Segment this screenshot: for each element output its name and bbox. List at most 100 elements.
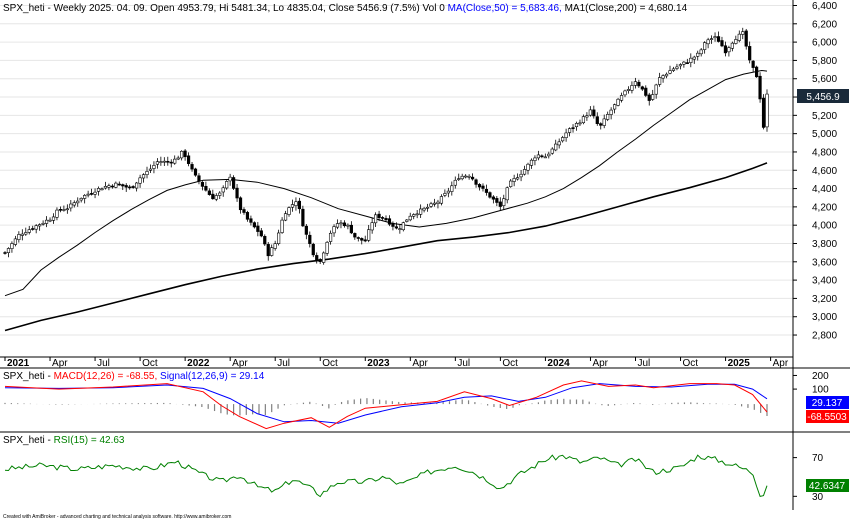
candle-up xyxy=(93,191,97,195)
candle-up xyxy=(283,213,288,221)
candle-up xyxy=(41,222,45,225)
date-tick-label: Apr xyxy=(412,358,428,369)
candle-up xyxy=(516,177,520,180)
candle-down xyxy=(744,30,748,47)
candle-up xyxy=(415,213,419,216)
signal-value-label: 29.137 xyxy=(812,398,843,409)
candle-up xyxy=(529,159,534,166)
candle-down xyxy=(204,185,208,191)
candle-down xyxy=(200,182,205,187)
candle-up xyxy=(581,116,586,124)
candle-up xyxy=(325,241,329,254)
candle-up xyxy=(429,203,433,207)
candle-down xyxy=(599,123,603,126)
ma200-polyline xyxy=(4,162,768,332)
candle-up xyxy=(536,154,540,159)
date-tick-label: Oct xyxy=(142,358,158,369)
candle-down xyxy=(644,87,648,96)
candle-up xyxy=(713,36,717,39)
candle-up xyxy=(564,132,568,138)
candle-up xyxy=(100,188,104,191)
candle-down xyxy=(186,155,191,164)
candle-up xyxy=(65,208,69,211)
candle-down xyxy=(249,218,253,223)
candle-down xyxy=(197,175,201,182)
rsi-header: SPX_heti - RSI(15) = 42.63 xyxy=(3,435,125,446)
price-tick-label: 6,400 xyxy=(812,1,837,12)
candle-down xyxy=(761,97,766,128)
candle-up xyxy=(633,81,637,86)
candle-up xyxy=(630,85,634,91)
signal-badge: 29.137 xyxy=(806,396,849,409)
candle-down xyxy=(131,186,135,188)
candle-up xyxy=(422,207,426,211)
price-tick-label: 5,000 xyxy=(812,129,837,140)
candle-down xyxy=(245,212,250,220)
date-tick-label: Oct xyxy=(502,358,518,369)
price-pane xyxy=(0,0,793,357)
candle-up xyxy=(398,228,402,230)
candle-up xyxy=(460,175,464,180)
candle-up xyxy=(533,157,537,161)
candle-down xyxy=(356,237,360,239)
candle-down xyxy=(758,75,762,100)
candle-down xyxy=(318,259,322,262)
candle-up xyxy=(696,52,700,57)
candle-up xyxy=(138,177,142,184)
candle-up xyxy=(606,114,610,120)
candle-down xyxy=(235,187,239,199)
candle-down xyxy=(311,243,315,256)
price-tick-label: 5,600 xyxy=(812,74,837,85)
candle-down xyxy=(89,193,94,195)
candle-up xyxy=(623,90,627,96)
candle-up xyxy=(727,47,731,53)
candle-up xyxy=(450,185,454,192)
candle-up xyxy=(405,219,409,222)
candle-down xyxy=(685,62,689,64)
candle-up xyxy=(765,93,769,128)
rsi-legend: RSI(15) = 42.63 xyxy=(54,435,125,446)
candle-down xyxy=(380,217,385,219)
candle-up xyxy=(419,208,423,215)
candle-up xyxy=(664,73,669,77)
price-tick-label: 3,400 xyxy=(812,276,837,287)
candle-up xyxy=(273,243,277,249)
candle-down xyxy=(360,238,364,241)
candle-down xyxy=(470,176,475,180)
candle-down xyxy=(31,228,35,230)
footer-credit: Created with AmiBroker - advanced charti… xyxy=(3,514,231,520)
price-tick-label: 6,200 xyxy=(812,19,837,30)
candle-up xyxy=(287,207,291,215)
candle-up xyxy=(432,202,437,205)
candle-up xyxy=(547,153,551,157)
candle-up xyxy=(730,42,734,49)
candle-up xyxy=(86,193,90,196)
candle-up xyxy=(294,201,298,206)
candle-down xyxy=(110,185,114,188)
candle-down xyxy=(207,190,211,195)
price-tick-label: 3,000 xyxy=(812,312,837,323)
candle-up xyxy=(602,118,606,126)
macd-legend: MACD(12,26) = -68.55, xyxy=(54,371,160,382)
price-grid xyxy=(0,4,793,336)
candle-down xyxy=(720,40,724,47)
candle-up xyxy=(79,198,83,201)
date-tick-label: Apr xyxy=(52,358,68,369)
date-tick-label: 2021 xyxy=(7,358,30,369)
candle-up xyxy=(557,141,561,146)
candle-up xyxy=(374,214,378,224)
candle-up xyxy=(51,216,56,221)
candle-up xyxy=(24,232,28,235)
candle-up xyxy=(574,123,579,128)
candle-up xyxy=(221,187,225,193)
last-price-label: 5,456.9 xyxy=(806,92,840,103)
date-tick-label: Apr xyxy=(232,358,248,369)
candle-down xyxy=(166,161,170,163)
candle-down xyxy=(183,150,187,158)
candle-up xyxy=(512,178,516,182)
candle-up xyxy=(678,64,683,67)
date-tick-label: 2024 xyxy=(547,358,570,369)
candle-up xyxy=(159,161,163,163)
candle-up xyxy=(83,195,87,199)
